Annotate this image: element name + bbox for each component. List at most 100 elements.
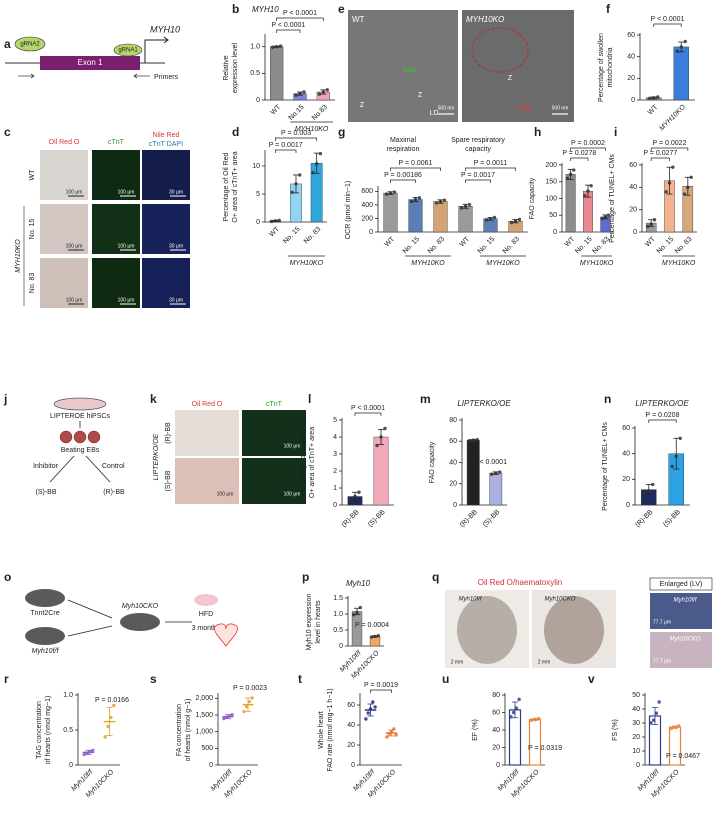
significance-bracket bbox=[276, 17, 324, 21]
p-value: P = 0.0277 bbox=[643, 150, 677, 157]
y-tick-label: 5 bbox=[333, 417, 337, 424]
y-tick-label: 40 bbox=[622, 451, 630, 458]
data-point bbox=[112, 703, 116, 708]
panel-letter: f bbox=[606, 2, 611, 16]
micrograph bbox=[142, 258, 190, 308]
panel-letter: v bbox=[588, 672, 595, 686]
data-point bbox=[565, 176, 570, 181]
p-value: P = 0.0022 bbox=[653, 140, 687, 147]
label: Myh10CKO bbox=[669, 637, 700, 643]
bar bbox=[458, 206, 473, 233]
y-tick-label: 5 bbox=[256, 191, 260, 198]
bar bbox=[528, 718, 542, 766]
y-tick-label: 40 bbox=[632, 706, 640, 713]
arrow bbox=[67, 599, 113, 619]
panel-letter: o bbox=[4, 570, 11, 584]
label: 100 μm bbox=[118, 243, 135, 249]
panel-letter: i bbox=[614, 125, 617, 139]
data-point bbox=[648, 96, 652, 101]
data-point bbox=[689, 175, 693, 179]
y-tick-label: 1.5 bbox=[333, 595, 343, 602]
y-tick-label: 50 bbox=[632, 692, 640, 699]
panel-letter: a bbox=[4, 37, 11, 51]
data-point bbox=[572, 168, 576, 172]
label: MYH10KO bbox=[466, 15, 504, 24]
data-point bbox=[224, 715, 229, 720]
p-value: P < 0.0001 bbox=[473, 459, 507, 466]
data-point bbox=[409, 199, 414, 204]
x-tick-label: WT bbox=[564, 235, 577, 248]
data-point bbox=[657, 700, 661, 704]
embryoid-body bbox=[87, 430, 101, 444]
label: HFD bbox=[199, 611, 213, 618]
label: (S)-BB bbox=[36, 489, 57, 496]
data-point bbox=[678, 436, 682, 440]
y-tick-label: 60 bbox=[449, 438, 457, 445]
x-tick-label: No. 15 bbox=[402, 236, 422, 256]
x-tick-label: (R)-BB bbox=[459, 509, 479, 529]
label: Primers bbox=[154, 74, 179, 81]
heart-section bbox=[544, 596, 604, 664]
data-point bbox=[375, 443, 379, 448]
data-point bbox=[368, 707, 373, 711]
y-tick-label: 60 bbox=[627, 32, 635, 39]
data-point bbox=[373, 705, 377, 709]
bar bbox=[383, 192, 398, 233]
axis-title: FAO rate (nmol mg−1 h−1) bbox=[327, 688, 334, 771]
micrograph bbox=[92, 258, 140, 308]
bar bbox=[270, 46, 284, 101]
axis-title: FAO capacity bbox=[529, 177, 536, 219]
group-label: MYH10KO bbox=[295, 126, 329, 133]
data-point bbox=[311, 171, 315, 175]
data-point bbox=[109, 715, 113, 720]
x-tick-label: (S)-BB bbox=[367, 509, 387, 529]
y-tick-label: 10 bbox=[252, 163, 260, 170]
axis-title: of hearts (nmol g−1) bbox=[185, 699, 192, 762]
y-tick-label: 40 bbox=[449, 459, 457, 466]
panel-letter: h bbox=[534, 125, 541, 139]
y-tick-label: 200 bbox=[361, 215, 373, 222]
chart-title: Myh10 bbox=[346, 579, 371, 588]
p-value: P = 0.0019 bbox=[364, 682, 398, 689]
data-point bbox=[103, 735, 107, 739]
data-point bbox=[388, 191, 393, 195]
label: 77.7 μm bbox=[653, 658, 671, 664]
data-point bbox=[244, 704, 249, 709]
significance-bracket bbox=[276, 29, 301, 33]
x-tick-label: WT bbox=[268, 225, 281, 238]
data-point bbox=[379, 435, 383, 439]
p-value: P = 0.0004 bbox=[355, 622, 389, 629]
y-tick-label: 1,000 bbox=[195, 729, 213, 736]
label: Myh10f/f bbox=[673, 598, 697, 604]
p-value: P = 0.0023 bbox=[233, 685, 267, 692]
data-point bbox=[278, 44, 283, 48]
micrograph bbox=[462, 10, 574, 122]
y-tick-label: 0 bbox=[633, 229, 637, 236]
panel-letter: j bbox=[3, 392, 7, 406]
data-point bbox=[651, 482, 655, 487]
mouse bbox=[25, 627, 65, 645]
axis-title: Percentage of Oil Red bbox=[300, 428, 307, 497]
label: No. 15 bbox=[29, 219, 36, 240]
data-point bbox=[484, 218, 489, 222]
label: MYH10 bbox=[150, 24, 180, 34]
label: 100 μm bbox=[66, 243, 83, 249]
y-tick-label: 40 bbox=[492, 727, 500, 734]
label: Myh10f/f bbox=[458, 597, 482, 603]
y-tick-label: 100 bbox=[545, 195, 557, 202]
significance-bracket bbox=[390, 167, 441, 171]
data-point bbox=[222, 716, 226, 721]
label: Control bbox=[102, 463, 125, 470]
axis-title: Myh10 expression bbox=[306, 593, 313, 650]
data-point bbox=[298, 91, 302, 96]
data-point bbox=[676, 724, 681, 728]
data-point bbox=[674, 454, 678, 458]
p-value: P < 0.0001 bbox=[351, 405, 385, 412]
p-value: P = 0.0017 bbox=[269, 142, 303, 149]
mitochondrion bbox=[471, 27, 529, 73]
y-tick-label: 0 bbox=[453, 502, 457, 509]
axis-title: of hearts (nmol mg−1) bbox=[45, 696, 52, 765]
label: 77.7 μm bbox=[653, 619, 671, 625]
chart-title: LIPTERKO/OE bbox=[457, 399, 511, 408]
x-tick-label: No. 83 bbox=[674, 236, 694, 256]
